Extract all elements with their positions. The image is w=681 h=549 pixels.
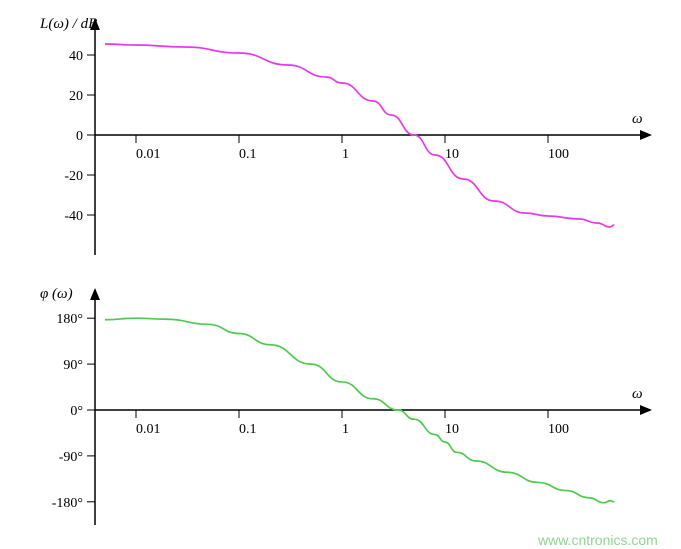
svg-text:180°: 180°	[56, 312, 83, 327]
watermark-text: www.cntronics.com	[538, 532, 658, 548]
svg-text:100: 100	[548, 422, 569, 437]
svg-text:-180°: -180°	[52, 496, 83, 511]
svg-text:1: 1	[342, 422, 349, 437]
svg-text:φ (ω): φ (ω)	[40, 286, 73, 302]
svg-text:0°: 0°	[70, 404, 83, 419]
svg-text:-90°: -90°	[59, 450, 83, 465]
svg-text:0.01: 0.01	[136, 422, 161, 437]
svg-text:10: 10	[445, 422, 459, 437]
watermark-label: www.cntronics.com	[538, 532, 658, 548]
svg-text:0.1: 0.1	[239, 422, 257, 437]
phase-bode-plot: φ (ω) ω 180° 90° 0° -90° -180° 0.01 0.1 1 10 100	[0, 0, 681, 549]
svg-text:90°: 90°	[63, 358, 83, 373]
svg-text:ω: ω	[632, 386, 643, 402]
